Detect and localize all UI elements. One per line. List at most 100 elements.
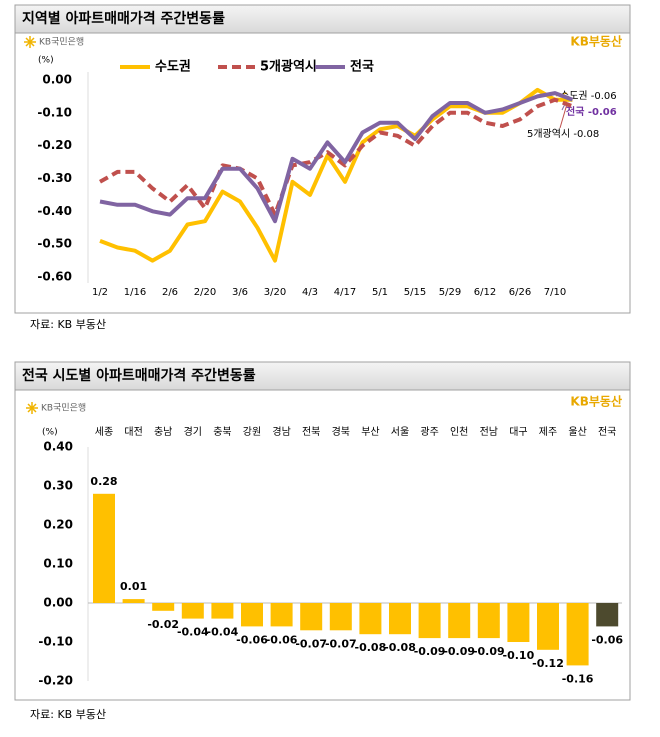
bar: [418, 603, 441, 639]
x-tick-label: 7/10: [544, 287, 566, 298]
bar: [448, 603, 471, 639]
value-label: -0.09: [473, 645, 505, 658]
end-annotation: 수도권 -0.06: [560, 90, 617, 102]
x-tick-label: 충남: [154, 426, 172, 438]
source: 자료: KB 부동산: [30, 708, 106, 721]
bar: [241, 603, 263, 627]
legend-label: 5개광역시: [260, 59, 317, 75]
value-label: -0.08: [384, 641, 416, 654]
x-tick-label: 6/26: [509, 287, 531, 298]
x-tick-label: 강원: [243, 426, 261, 438]
section-title: 전국 시도별 아파트매매가격 주간변동률: [22, 367, 256, 384]
value-label: 0.01: [120, 580, 147, 593]
legend-label: 전국: [350, 59, 374, 75]
section-header: [14, 4, 631, 34]
x-tick-label: 대구: [509, 426, 527, 438]
x-tick-label: 2/6: [162, 287, 178, 298]
bar: [566, 603, 589, 666]
section-header: [14, 361, 631, 391]
bar: [477, 603, 500, 639]
value-label: -0.09: [443, 645, 475, 658]
x-tick-label: 5/29: [439, 287, 461, 298]
value-label: -0.06: [266, 633, 298, 646]
value-label: -0.12: [532, 657, 564, 670]
x-tick-label: 5/15: [404, 287, 426, 298]
end-annotation: 전국 -0.06: [566, 105, 617, 118]
brand-left: KB국민은행: [41, 402, 86, 414]
bar: [300, 603, 323, 631]
value-label: -0.07: [295, 637, 327, 650]
y-tick-label: 0.40: [43, 440, 73, 454]
bar: [211, 603, 234, 619]
bar: [152, 603, 175, 611]
bar: [93, 493, 115, 603]
y-tick-label: -0.30: [37, 171, 72, 185]
bar: [389, 603, 411, 635]
value-label: -0.04: [207, 626, 239, 639]
x-tick-label: 경기: [184, 425, 202, 438]
source: 자료: KB 부동산: [30, 318, 106, 331]
value-label: -0.02: [147, 618, 179, 631]
chart-frame: [14, 32, 631, 314]
x-tick-label: 전북: [302, 426, 320, 438]
x-tick-label: 3/20: [264, 287, 286, 298]
value-label: -0.08: [355, 641, 387, 654]
x-tick-label: 서울: [391, 426, 409, 438]
y-tick-label: 0.00: [43, 596, 73, 610]
x-tick-label: 6/12: [474, 287, 496, 298]
x-tick-label: 경남: [272, 425, 290, 438]
series-line: [99, 91, 574, 224]
y-unit: (%): [42, 428, 58, 438]
x-tick-label: 5/1: [372, 287, 388, 298]
y-tick-label: -0.20: [38, 674, 73, 688]
y-tick-label: -0.40: [37, 204, 72, 218]
bar: [596, 603, 619, 627]
x-tick-label: 제주: [539, 426, 557, 438]
bar: [537, 603, 559, 650]
value-label: -0.06: [236, 633, 268, 646]
x-tick-label: 3/6: [232, 287, 248, 298]
value-label: -0.06: [591, 633, 623, 646]
brand-right: KB부동산: [570, 34, 622, 49]
brand-right: KB부동산: [570, 394, 622, 409]
x-tick-label: 4/17: [334, 287, 356, 298]
series-line: [99, 97, 574, 217]
value-label: 0.28: [90, 475, 117, 488]
x-tick-label: 충북: [213, 426, 231, 438]
x-tick-label: 4/3: [302, 287, 318, 298]
y-tick-label: -0.20: [37, 138, 72, 152]
x-tick-label: 2/20: [194, 287, 216, 298]
x-tick-label: 세종: [95, 426, 113, 438]
x-tick-label: 광주: [420, 426, 438, 438]
end-annotation: 5개광역시 -0.08: [527, 128, 599, 140]
brand-left: KB국민은행: [39, 36, 84, 48]
bar: [329, 603, 352, 631]
kb-star-icon: [24, 36, 36, 48]
y-unit: (%): [38, 56, 54, 66]
leader-line: [559, 103, 568, 129]
value-label: -0.07: [325, 637, 357, 650]
x-tick-label: 1/2: [92, 287, 108, 298]
section-title: 지역별 아파트매매가격 주간변동률: [22, 10, 225, 27]
x-tick-label: 경북: [332, 425, 350, 438]
x-tick-label: 울산: [568, 426, 586, 438]
y-tick-label: -0.10: [38, 635, 73, 649]
y-tick-label: 0.20: [43, 518, 73, 532]
y-tick-label: -0.10: [37, 105, 72, 119]
kb-star-icon: [26, 402, 38, 414]
bar: [122, 599, 145, 603]
y-tick-label: 0.10: [43, 557, 73, 571]
bar: [270, 603, 293, 627]
chart-frame: [14, 389, 631, 701]
bar: [359, 603, 382, 635]
bar: [181, 603, 204, 619]
x-tick-label: 부산: [361, 426, 379, 438]
x-tick-label: 1/16: [124, 287, 146, 298]
y-tick-label: -0.60: [37, 270, 72, 284]
bar: [507, 603, 530, 642]
value-label: -0.09: [414, 645, 446, 658]
value-label: -0.10: [503, 649, 535, 662]
x-tick-label: 전남: [480, 426, 498, 438]
legend-label: 수도권: [155, 60, 191, 75]
